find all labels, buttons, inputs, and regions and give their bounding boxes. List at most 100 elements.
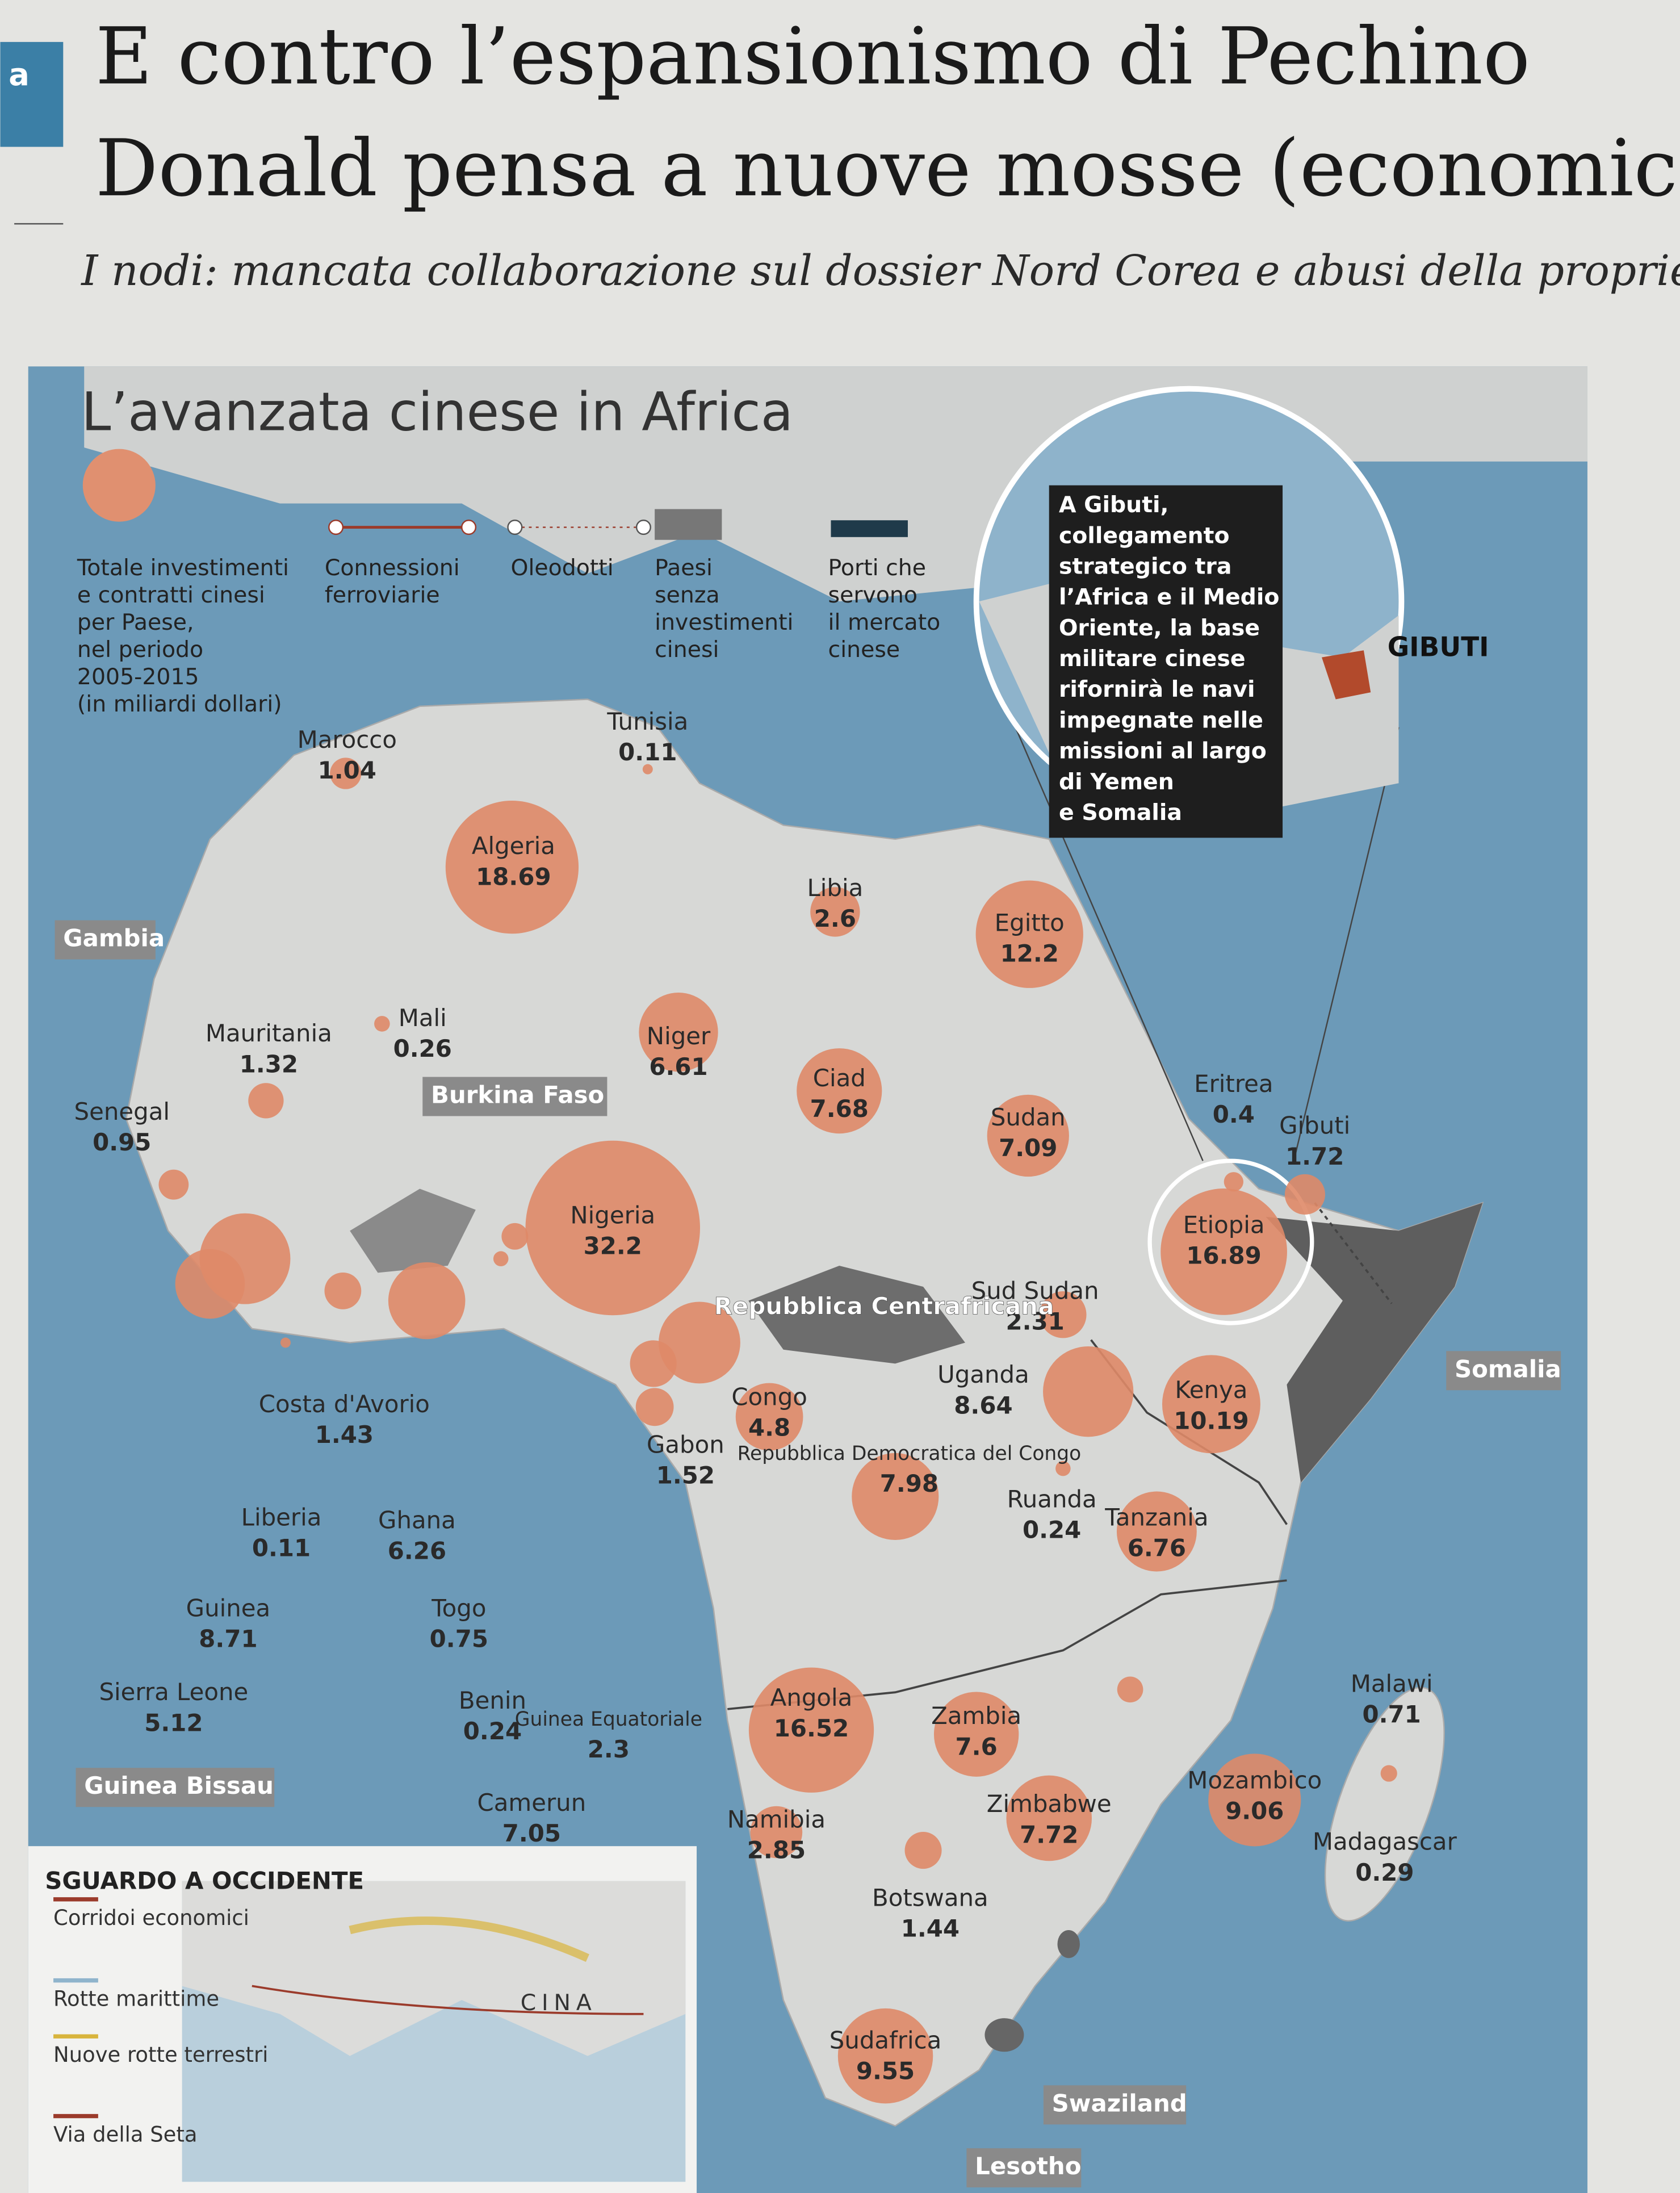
country-value: 18.69 (476, 863, 551, 890)
country-value: 1.52 (656, 1461, 715, 1489)
country-name: Togo (431, 1594, 486, 1622)
investment-bubble (1208, 1753, 1301, 1847)
investment-bubble (735, 1383, 803, 1451)
investment-bubble (1043, 1346, 1134, 1437)
lesotho-shape (984, 2018, 1024, 2052)
investment-bubble (1040, 1291, 1087, 1338)
investment-bubble (659, 1301, 740, 1384)
madagascar (1324, 1686, 1445, 1922)
legend-text: per Paese, (77, 609, 194, 635)
legend-text: 2005-2015 (77, 664, 199, 690)
country-value: 0.11 (252, 1534, 311, 1562)
country-value: 2.6 (814, 905, 856, 932)
country-value: 1.43 (315, 1421, 374, 1449)
callout-text: l’Africa e il Medio (1059, 584, 1279, 610)
investment-bubble (158, 1169, 189, 1200)
legend-pipe-end (635, 520, 651, 535)
country-name: Sudan (991, 1103, 1066, 1131)
investment-bubble (175, 1249, 245, 1319)
country-name: Tunisia (606, 708, 688, 735)
country-name: Etiopia (1183, 1211, 1265, 1239)
country-name: Angola (770, 1684, 853, 1711)
callout-text: collegamento (1059, 522, 1230, 549)
investment-bubble (837, 2008, 933, 2104)
country-name: Niger (647, 1022, 711, 1050)
callout-text: Oriente, la base (1059, 615, 1260, 641)
legend-rail-end (461, 520, 477, 535)
callout-text: impegnate nelle (1059, 707, 1263, 733)
country-value: 0.29 (1355, 1859, 1414, 1886)
investment-bubble (1006, 1775, 1092, 1861)
country-tag-box (1446, 1351, 1561, 1391)
country-name: Kenya (1175, 1376, 1247, 1404)
country-name: Senegal (74, 1098, 170, 1125)
map: GIBUTI L’avanzata cinese in Africa (28, 366, 1587, 2193)
country-value: 7.05 (502, 1819, 561, 1847)
legend-text: (in miliardi dollari) (77, 691, 282, 717)
investment-bubble (324, 1272, 362, 1309)
country-name: Guinea (186, 1594, 271, 1622)
country-name: Gibuti (1279, 1112, 1350, 1140)
investment-bubble (639, 993, 718, 1072)
investment-bubble (1161, 1188, 1287, 1315)
section-tag-box (0, 41, 64, 147)
country-name: Uganda (937, 1361, 1029, 1388)
country-value: 1.32 (240, 1050, 298, 1078)
investment-bubble (445, 800, 579, 934)
country-value: 0.71 (1363, 1701, 1421, 1729)
country-name: Camerun (477, 1789, 586, 1817)
no-investment-country (350, 1188, 476, 1273)
investment-bubble (1380, 1765, 1397, 1782)
country-value: 32.2 (584, 1232, 642, 1260)
country-value: 0.11 (618, 738, 677, 766)
country-name: Congo (731, 1383, 807, 1411)
country-name: Repubblica Democratica del Congo (738, 1442, 1082, 1465)
country-tag-box (76, 1768, 275, 1807)
legend-text: il mercato (828, 609, 941, 635)
investment-bubble (852, 1453, 939, 1540)
callout-text: A Gibuti, (1059, 492, 1169, 518)
country-value: 0.24 (463, 1717, 522, 1745)
subtitle: I nodi: mancata collaborazione sul dossi… (80, 246, 1680, 295)
investment-bubble (1116, 1491, 1197, 1572)
country-name: Madagascar (1313, 1828, 1457, 1856)
country-value: 2.3 (588, 1735, 630, 1763)
country-value: 5.12 (144, 1709, 203, 1736)
inset-route (349, 1916, 589, 1962)
callout-box (1049, 485, 1283, 838)
investment-bubble (374, 1016, 390, 1032)
investment-bubble (1162, 1355, 1260, 1454)
country-tag: Somalia (1455, 1355, 1561, 1383)
country-name: Ruanda (1007, 1485, 1097, 1513)
country-value: 7.6 (956, 1732, 998, 1760)
country-name: Gabon (647, 1430, 724, 1458)
callout-text: e Somalia (1059, 800, 1182, 826)
legend-text: servono (828, 582, 917, 608)
country-name: Liberia (241, 1503, 322, 1531)
country-tag: Lesotho (975, 2152, 1081, 2180)
country-value: 9.55 (856, 2057, 915, 2085)
investment-bubble (280, 1337, 291, 1348)
country-value: 0.75 (430, 1625, 488, 1653)
country-value: 7.98 (880, 1470, 939, 1497)
country-tag: Guinea Bissau (84, 1772, 274, 1799)
country-value: 8.64 (954, 1391, 1012, 1419)
country-name: Eritrea (1194, 1070, 1273, 1098)
country-name: Botswana (872, 1884, 988, 1911)
legend-bubble (82, 449, 156, 522)
country-name: Ghana (378, 1506, 456, 1534)
country-name: Guinea Equatoriale (515, 1708, 702, 1731)
legend-text: Porti che (828, 555, 926, 581)
inset-label: GIBUTI (1388, 632, 1489, 663)
country-tag-box (422, 1077, 608, 1116)
inset-legend-text: Via della Seta (53, 2123, 197, 2147)
no-investment-country (1266, 1203, 1483, 1483)
country-value: 7.72 (1020, 1820, 1078, 1848)
legend-text: Totale investimenti (77, 555, 289, 581)
investment-bubble (501, 1223, 529, 1250)
country-name: Algeria (472, 832, 555, 860)
country-value: 0.26 (393, 1035, 452, 1062)
callout-text: militare cinese (1059, 646, 1246, 672)
country-value: 12.2 (1000, 940, 1059, 968)
